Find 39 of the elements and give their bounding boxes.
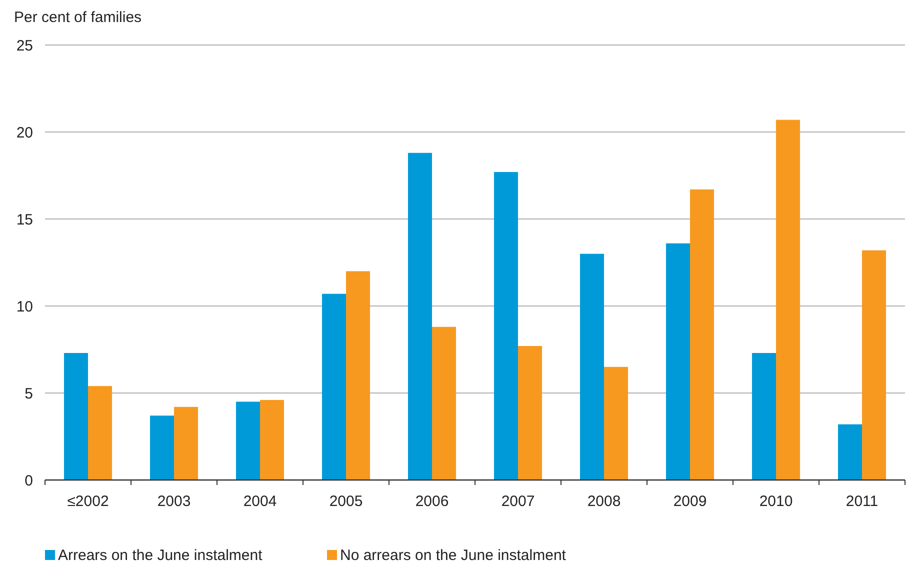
bar <box>432 326 456 480</box>
bar <box>666 243 690 480</box>
y-tick-label: 5 <box>24 385 33 402</box>
x-tick-label: 2010 <box>759 493 793 510</box>
y-tick-label: 20 <box>16 124 33 142</box>
bar <box>862 250 886 480</box>
legend-label: Arrears on the June instalment <box>58 547 264 564</box>
bar <box>494 172 518 480</box>
bar <box>838 424 862 480</box>
y-tick-label: 0 <box>24 472 33 490</box>
bar <box>260 400 284 480</box>
bar <box>88 386 112 480</box>
bar <box>346 271 370 480</box>
y-tick-label: 15 <box>16 211 33 228</box>
bar <box>236 402 260 480</box>
x-tick-label: 2006 <box>415 493 449 510</box>
bar <box>64 352 88 480</box>
bar <box>776 120 800 480</box>
x-tick-label: 2004 <box>243 493 277 510</box>
bar <box>174 406 198 480</box>
bar <box>580 254 604 480</box>
bar <box>752 352 776 480</box>
x-tick-label: 2009 <box>673 493 707 510</box>
legend-label: No arrears on the June instalment <box>340 547 567 564</box>
bar <box>690 189 714 480</box>
x-tick-label: 2007 <box>501 493 535 510</box>
x-tick-label: 2008 <box>587 493 621 510</box>
y-axis-title: Per cent of families <box>14 9 142 26</box>
x-tick-label: ≤2002 <box>67 493 109 510</box>
bar <box>518 346 542 480</box>
x-tick-label: 2003 <box>157 493 191 510</box>
y-tick-label: 10 <box>16 298 33 316</box>
bar <box>150 416 174 480</box>
x-tick-label: 2011 <box>846 493 878 510</box>
bar <box>604 366 628 480</box>
bar <box>322 294 346 480</box>
bar <box>408 152 432 480</box>
x-tick-label: 2005 <box>329 493 363 510</box>
y-tick-label: 25 <box>16 37 33 54</box>
